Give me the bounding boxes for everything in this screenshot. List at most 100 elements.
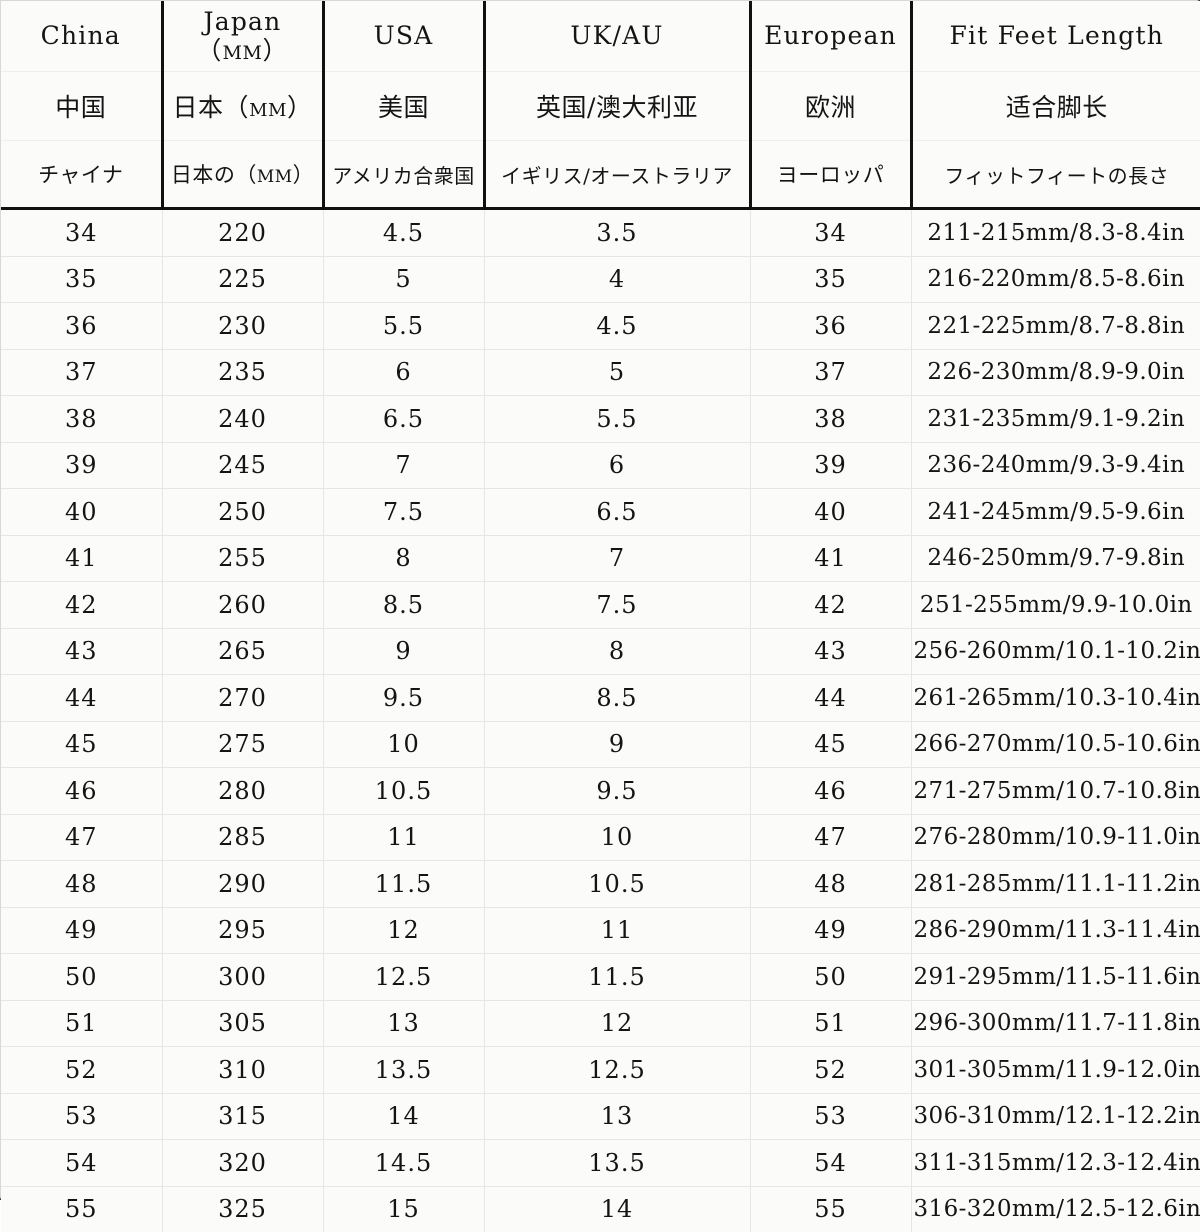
column-header-fit-en: Fit Feet Length xyxy=(911,1,1200,72)
cell-china: 52 xyxy=(1,1047,162,1094)
header-text-usa-en: USA xyxy=(327,21,481,51)
cell-japan: 275 xyxy=(162,721,323,768)
cell-japan: 290 xyxy=(162,861,323,908)
column-header-japan-cn: 日本（MM） xyxy=(162,72,323,141)
column-header-fit-cn: 适合脚长 xyxy=(911,72,1200,141)
cell-china: 53 xyxy=(1,1093,162,1140)
cell-japan: 270 xyxy=(162,675,323,722)
header-text-ukau-jp: イギリス/オーストラリア xyxy=(488,160,747,189)
cell-ukau: 11.5 xyxy=(484,954,750,1001)
cell-china: 38 xyxy=(1,396,162,443)
cell-fit: 211-215mm/8.3-8.4in xyxy=(911,209,1200,257)
cell-ukau: 8 xyxy=(484,628,750,675)
cell-china: 51 xyxy=(1,1000,162,1047)
cell-china: 41 xyxy=(1,535,162,582)
cell-china: 49 xyxy=(1,907,162,954)
cell-european: 51 xyxy=(750,1000,911,1047)
cell-ukau: 4.5 xyxy=(484,303,750,350)
cell-usa: 13 xyxy=(323,1000,484,1047)
cell-china: 35 xyxy=(1,256,162,303)
cell-fit: 276-280mm/10.9-11.0in xyxy=(911,814,1200,861)
column-header-japan-jp: 日本の（MM） xyxy=(162,141,323,209)
header-text-ukau-cn: 英国/澳大利亚 xyxy=(488,88,747,124)
header-text-european-en: European xyxy=(754,21,908,51)
cell-fit: 271-275mm/10.7-10.8in xyxy=(911,768,1200,815)
cell-usa: 9 xyxy=(323,628,484,675)
cell-european: 42 xyxy=(750,582,911,629)
cell-china: 42 xyxy=(1,582,162,629)
table-header: China Japan（MM） USA UK/AU European Fit F… xyxy=(1,1,1200,209)
column-header-fit-jp: フィットフィートの長さ xyxy=(911,141,1200,209)
cell-usa: 12.5 xyxy=(323,954,484,1001)
cell-european: 46 xyxy=(750,768,911,815)
cell-japan: 305 xyxy=(162,1000,323,1047)
cell-japan: 240 xyxy=(162,396,323,443)
column-header-ukau-en: UK/AU xyxy=(484,1,750,72)
cell-china: 36 xyxy=(1,303,162,350)
cell-european: 49 xyxy=(750,907,911,954)
cell-china: 37 xyxy=(1,349,162,396)
cell-usa: 12 xyxy=(323,907,484,954)
cell-usa: 6.5 xyxy=(323,396,484,443)
cell-ukau: 6.5 xyxy=(484,489,750,536)
cell-ukau: 12.5 xyxy=(484,1047,750,1094)
cell-usa: 11.5 xyxy=(323,861,484,908)
cell-usa: 11 xyxy=(323,814,484,861)
header-text-china-cn: 中国 xyxy=(3,88,159,124)
cell-european: 35 xyxy=(750,256,911,303)
cell-usa: 8 xyxy=(323,535,484,582)
column-header-european-cn: 欧洲 xyxy=(750,72,911,141)
cell-usa: 6 xyxy=(323,349,484,396)
header-text-japan-cn: 日本（MM） xyxy=(166,88,320,124)
cell-ukau: 10 xyxy=(484,814,750,861)
cell-ukau: 9 xyxy=(484,721,750,768)
cell-european: 38 xyxy=(750,396,911,443)
cell-fit: 231-235mm/9.1-9.2in xyxy=(911,396,1200,443)
cell-european: 34 xyxy=(750,209,911,257)
cell-european: 44 xyxy=(750,675,911,722)
cell-european: 39 xyxy=(750,442,911,489)
cell-ukau: 13.5 xyxy=(484,1140,750,1187)
cell-european: 41 xyxy=(750,535,911,582)
cell-european: 48 xyxy=(750,861,911,908)
cell-fit: 236-240mm/9.3-9.4in xyxy=(911,442,1200,489)
cell-fit: 256-260mm/10.1-10.2in xyxy=(911,628,1200,675)
cell-china: 45 xyxy=(1,721,162,768)
header-text-china-en: China xyxy=(3,21,159,51)
cell-ukau: 7 xyxy=(484,535,750,582)
cell-usa: 9.5 xyxy=(323,675,484,722)
cell-japan: 250 xyxy=(162,489,323,536)
cell-fit: 226-230mm/8.9-9.0in xyxy=(911,349,1200,396)
cell-japan: 255 xyxy=(162,535,323,582)
cell-usa: 5 xyxy=(323,256,484,303)
cell-japan: 280 xyxy=(162,768,323,815)
cell-japan: 320 xyxy=(162,1140,323,1187)
cell-japan: 300 xyxy=(162,954,323,1001)
column-header-usa-jp: アメリカ合衆国 xyxy=(323,141,484,209)
cell-ukau: 14 xyxy=(484,1186,750,1232)
cell-european: 53 xyxy=(750,1093,911,1140)
cell-european: 45 xyxy=(750,721,911,768)
cell-fit: 316-320mm/12.5-12.6in xyxy=(911,1186,1200,1232)
cell-china: 34 xyxy=(1,209,162,257)
header-text-fit-jp: フィットフィートの長さ xyxy=(915,160,1200,189)
cell-japan: 310 xyxy=(162,1047,323,1094)
header-text-fit-cn: 适合脚长 xyxy=(915,88,1200,124)
cell-european: 40 xyxy=(750,489,911,536)
cell-japan: 325 xyxy=(162,1186,323,1232)
column-header-european-en: European xyxy=(750,1,911,72)
cell-usa: 10 xyxy=(323,721,484,768)
cell-fit: 286-290mm/11.3-11.4in xyxy=(911,907,1200,954)
column-header-ukau-jp: イギリス/オーストラリア xyxy=(484,141,750,209)
column-header-china-cn: 中国 xyxy=(1,72,162,141)
cell-fit: 291-295mm/11.5-11.6in xyxy=(911,954,1200,1001)
